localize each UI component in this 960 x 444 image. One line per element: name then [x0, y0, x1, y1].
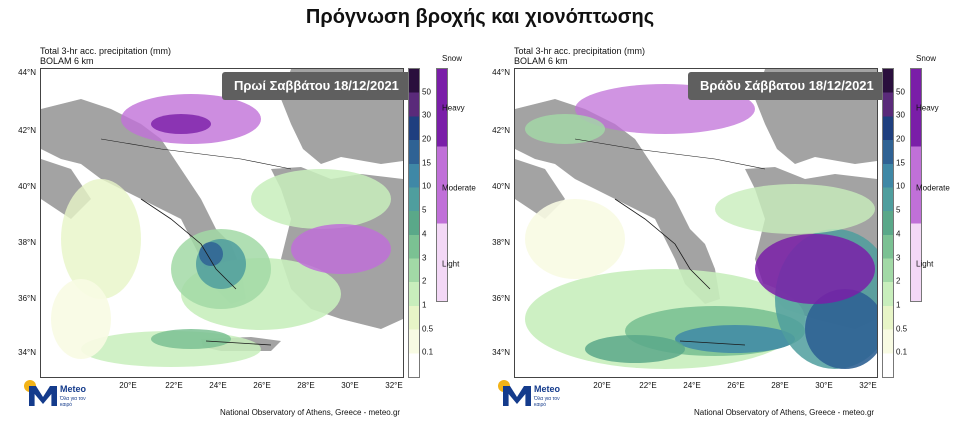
meteo-m-icon: [29, 386, 57, 406]
page-title: Πρόγνωση βροχής και χιονόπτωσης: [305, 6, 655, 28]
lat-label: 36°N: [18, 294, 36, 303]
lat-label: 40°N: [492, 182, 510, 191]
rain-scale-tick: 3: [896, 253, 901, 263]
lon-label: 24°E: [209, 381, 227, 390]
rain-scale-tick: 5: [896, 205, 901, 215]
logo-tagline: Όλα για τον καιρό: [534, 396, 560, 408]
snow-color-scale: [436, 68, 448, 302]
lon-label: 32°E: [859, 381, 877, 390]
snow-color-scale: [910, 68, 922, 302]
logo-tagline: Όλα για τον καιρό: [60, 396, 86, 408]
map-header-variable: Total 3-hr acc. precipitation (mm): [40, 46, 172, 56]
rain-color-scale: [882, 68, 894, 378]
rain-scale-tick: 15: [896, 158, 905, 168]
rain-scale-tick: 30: [422, 110, 431, 120]
legend: Snow Heavy Moderate Light 50 30 20 15 10 5 4 3 2…: [882, 54, 950, 378]
meteo-m-icon: [503, 386, 531, 406]
rain-scale-tick: 50: [896, 87, 905, 97]
snow-legend-title: Snow: [442, 54, 463, 63]
lat-label: 40°N: [18, 182, 36, 191]
rain-scale-tick: 0.1: [422, 347, 434, 357]
lon-label: 30°E: [815, 381, 833, 390]
map-header-model: BOLAM 6 km: [514, 56, 568, 66]
meteo-logo: Meteo Όλα για τον καιρό: [498, 378, 568, 414]
forecast-panel-morning: Total 3-hr acc. precipitation (mm) BOLAM…: [0, 40, 476, 440]
rain-scale-tick: 3: [422, 253, 427, 263]
rain-scale-tick: 30: [896, 110, 905, 120]
lon-label: 24°E: [683, 381, 701, 390]
lat-label: 44°N: [18, 68, 36, 77]
map-header-variable: Total 3-hr acc. precipitation (mm): [514, 46, 646, 56]
rain-scale-tick: 10: [896, 181, 905, 191]
forecast-panel-evening: Total 3-hr acc. precipitation (mm) BOLAM…: [474, 40, 950, 440]
map-header-model: BOLAM 6 km: [40, 56, 94, 66]
rain-scale-tick: 0.5: [422, 324, 434, 334]
lon-label: 20°E: [593, 381, 611, 390]
lon-label: 26°E: [253, 381, 271, 390]
rain-scale-tick: 20: [422, 134, 431, 144]
rain-scale-tick: 10: [422, 181, 431, 191]
map-credit: National Observatory of Athens, Greece -…: [220, 408, 401, 417]
lon-label: 30°E: [341, 381, 359, 390]
rain-scale-tick: 4: [896, 229, 901, 239]
rain-scale-tick: 0.5: [896, 324, 908, 334]
lon-label: 26°E: [727, 381, 745, 390]
rain-scale-tick: 1: [422, 300, 427, 310]
lon-label: 28°E: [297, 381, 315, 390]
snow-legend-title: Snow: [916, 54, 937, 63]
snow-level-label: Heavy: [916, 103, 939, 113]
lon-label: 28°E: [771, 381, 789, 390]
rain-scale-tick: 15: [422, 158, 431, 168]
precipitation-map: [514, 68, 878, 378]
snow-level-label: Heavy: [442, 103, 465, 113]
lat-label: 34°N: [492, 348, 510, 357]
snow-level-label: Light: [442, 259, 460, 269]
map-credit: National Observatory of Athens, Greece -…: [694, 408, 875, 417]
forecast-time-badge: Βράδυ Σάββατου 18/12/2021: [688, 72, 886, 100]
lat-label: 42°N: [18, 126, 36, 135]
rain-scale-tick: 1: [896, 300, 901, 310]
snow-level-label: Light: [916, 259, 934, 269]
rain-scale-tick: 2: [896, 276, 901, 286]
lon-label: 20°E: [119, 381, 137, 390]
rain-scale-tick: 5: [422, 205, 427, 215]
lon-label: 22°E: [165, 381, 183, 390]
forecast-time-badge: Πρωί Σαββάτου 18/12/2021: [222, 72, 411, 100]
rain-scale-tick: 4: [422, 229, 427, 239]
lat-label: 38°N: [492, 238, 510, 247]
lat-label: 34°N: [18, 348, 36, 357]
snow-level-label: Moderate: [442, 183, 476, 193]
rain-scale-tick: 2: [422, 276, 427, 286]
lon-label: 32°E: [385, 381, 403, 390]
logo-name: Meteo: [60, 384, 87, 394]
lat-label: 42°N: [492, 126, 510, 135]
logo-name: Meteo: [534, 384, 561, 394]
rain-scale-tick: 0.1: [896, 347, 908, 357]
precipitation-map: [40, 68, 404, 378]
rain-scale-tick: 20: [896, 134, 905, 144]
lon-label: 22°E: [639, 381, 657, 390]
lat-label: 38°N: [18, 238, 36, 247]
rain-scale-tick: 50: [422, 87, 431, 97]
lat-label: 44°N: [492, 68, 510, 77]
rain-color-scale: [408, 68, 420, 378]
snow-level-label: Moderate: [916, 183, 950, 193]
meteo-logo: Meteo Όλα για τον καιρό: [24, 378, 94, 414]
lat-label: 36°N: [492, 294, 510, 303]
legend: Snow Heavy Moderate Light 50 30 20 15 10 5 4 3 2…: [408, 54, 476, 378]
